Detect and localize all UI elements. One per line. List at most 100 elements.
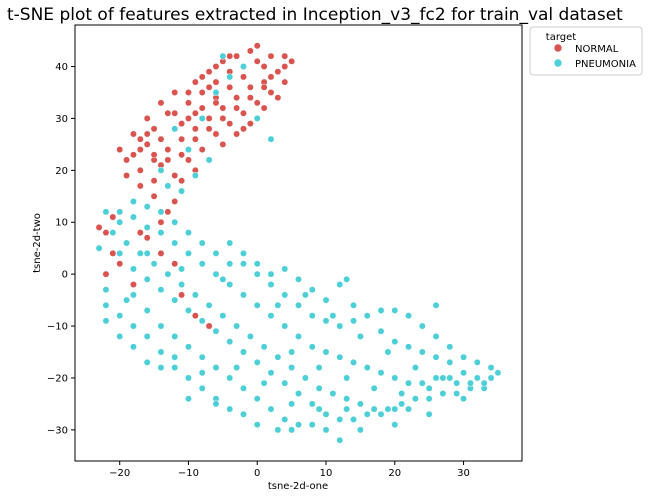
scatter-point-pneumonia-195 <box>439 374 447 382</box>
scatter-point-pneumonia-100 <box>116 312 124 320</box>
scatter-point-pneumonia-75 <box>350 416 357 423</box>
scatter-point-normal-95 <box>171 260 179 268</box>
scatter-point-pneumonia-169 <box>178 187 186 195</box>
scatter-point-normal-5 <box>212 78 220 86</box>
scatter-point-pneumonia-86 <box>212 364 220 372</box>
x-axis-label: tsne-2d-one <box>268 481 328 492</box>
scatter-point-pneumonia-128 <box>405 312 412 320</box>
scatter-point-pneumonia-207 <box>288 400 296 408</box>
scatter-point-normal-68 <box>233 104 241 112</box>
scatter-point-normal-72 <box>185 89 192 96</box>
scatter-point-pneumonia-51 <box>398 400 406 408</box>
scatter-point-normal-28 <box>171 89 179 96</box>
scatter-point-pneumonia-47 <box>343 395 351 403</box>
scatter-point-pneumonia-193 <box>384 348 392 356</box>
scatter-point-pneumonia-103 <box>95 244 103 252</box>
scatter-point-pneumonia-49 <box>370 405 378 413</box>
scatter-point-normal-20 <box>164 146 172 154</box>
scatter-point-pneumonia-67 <box>240 348 247 356</box>
scatter-point-normal-0 <box>136 146 144 154</box>
scatter-point-pneumonia-146 <box>295 275 302 283</box>
scatter-point-normal-90 <box>102 270 110 278</box>
scatter-point-normal-107 <box>281 63 289 70</box>
scatter-point-pneumonia-31 <box>123 239 131 247</box>
scatter-point-pneumonia-168 <box>164 182 172 190</box>
scatter-point-pneumonia-68 <box>253 358 261 366</box>
scatter-point-pneumonia-41 <box>260 343 268 351</box>
scatter-point-pneumonia-151 <box>226 260 234 268</box>
scatter-point-pneumonia-46 <box>329 390 337 397</box>
scatter-point-normal-16 <box>219 104 227 112</box>
scatter-point-pneumonia-118 <box>267 281 275 288</box>
scatter-point-normal-11 <box>288 57 296 65</box>
scatter-point-pneumonia-157 <box>143 203 151 211</box>
scatter-point-pneumonia-164 <box>226 73 234 81</box>
scatter-point-normal-1 <box>150 125 158 133</box>
scatter-point-normal-89 <box>130 281 137 288</box>
scatter-point-pneumonia-50 <box>384 405 392 413</box>
scatter-point-normal-4 <box>198 89 206 96</box>
scatter-point-normal-40 <box>185 114 192 122</box>
scatter-point-normal-91 <box>95 223 103 231</box>
scatter-point-normal-81 <box>171 198 179 205</box>
y-tick-label: −10 <box>47 322 68 333</box>
scatter-point-pneumonia-104 <box>102 317 110 325</box>
scatter-point-normal-33 <box>246 47 254 55</box>
scatter-point-normal-10 <box>281 52 289 60</box>
scatter-point-normal-82 <box>164 208 172 216</box>
scatter-point-normal-65 <box>191 135 199 143</box>
scatter-point-normal-52 <box>267 89 275 96</box>
legend-title: target <box>546 32 576 43</box>
scatter-point-pneumonia-65 <box>212 327 220 335</box>
scatter-point-normal-2 <box>164 109 172 117</box>
scatter-point-normal-47 <box>198 146 206 154</box>
scatter-point-pneumonia-125 <box>363 312 371 320</box>
scatter-point-pneumonia-6 <box>185 249 192 257</box>
scatter-point-pneumonia-84 <box>185 343 192 351</box>
scatter-point-pneumonia-69 <box>267 369 275 377</box>
scatter-point-normal-17 <box>205 114 213 122</box>
scatter-point-pneumonia-162 <box>198 114 206 122</box>
scatter-point-pneumonia-120 <box>295 301 302 309</box>
scatter-point-pneumonia-35 <box>178 281 186 288</box>
scatter-point-normal-58 <box>219 140 227 148</box>
scatter-point-pneumonia-177 <box>391 421 399 429</box>
points-layer <box>95 42 502 444</box>
scatter-point-pneumonia-3 <box>143 223 151 231</box>
scatter-point-normal-8 <box>253 57 261 65</box>
scatter-point-normal-74 <box>212 63 220 70</box>
scatter-point-pneumonia-88 <box>240 384 247 392</box>
scatter-point-pneumonia-96 <box>171 364 179 372</box>
scatter-point-pneumonia-187 <box>178 265 186 273</box>
scatter-point-pneumonia-179 <box>322 426 330 434</box>
scatter-point-pneumonia-123 <box>336 322 344 330</box>
scatter-point-pneumonia-113 <box>143 358 151 366</box>
y-tick-label: −30 <box>47 425 68 436</box>
y-tick-label: 40 <box>55 62 68 73</box>
scatter-point-pneumonia-167 <box>157 166 165 174</box>
legend: target NORMAL PNEUMONIA <box>529 26 643 76</box>
scatter-point-pneumonia-33 <box>150 260 158 268</box>
scatter-point-pneumonia-126 <box>377 307 385 314</box>
scatter-point-pneumonia-9 <box>226 281 234 288</box>
scatter-point-pneumonia-63 <box>185 307 192 314</box>
scatter-point-pneumonia-77 <box>377 410 385 418</box>
scatter-point-pneumonia-163 <box>212 89 220 96</box>
scatter-point-pneumonia-119 <box>281 291 289 299</box>
y-tick-label: 10 <box>55 218 68 229</box>
scatter-point-normal-109 <box>136 135 144 143</box>
scatter-point-normal-100 <box>240 125 247 133</box>
scatter-point-pneumonia-79 <box>405 405 412 413</box>
scatter-point-pneumonia-60 <box>143 275 151 283</box>
scatter-point-pneumonia-109 <box>253 421 261 429</box>
scatter-point-pneumonia-203 <box>453 379 461 387</box>
scatter-point-pneumonia-13 <box>281 322 289 330</box>
scatter-point-pneumonia-201 <box>398 390 406 397</box>
y-tick-label: −20 <box>47 373 68 384</box>
scatter-point-pneumonia-152 <box>212 249 220 257</box>
scatter-point-normal-77 <box>130 151 137 159</box>
scatter-point-pneumonia-45 <box>315 384 323 392</box>
scatter-point-normal-70 <box>260 83 268 91</box>
scatter-point-normal-96 <box>157 249 165 257</box>
scatter-point-pneumonia-200 <box>370 384 378 392</box>
